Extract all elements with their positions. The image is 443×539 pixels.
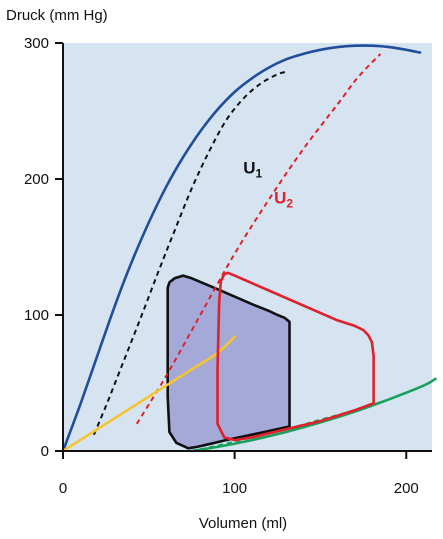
- y-tick-label: 200: [24, 171, 49, 188]
- axes-layer: [62, 43, 432, 452]
- x-tick-label: 0: [59, 480, 67, 497]
- y-tick-label: 0: [41, 443, 49, 460]
- series-yellow-curve: [61, 335, 236, 453]
- series-u1-line: [92, 70, 289, 436]
- y-axis-title: Druck (mm Hg): [6, 7, 108, 24]
- annotation-u1-main: U: [243, 159, 255, 178]
- series-isovolumetric-max: [61, 44, 422, 453]
- annotation-u2-sub: 2: [286, 196, 293, 210]
- annotation-u1-sub: 1: [255, 167, 262, 181]
- x-tick-label: 200: [394, 480, 419, 497]
- x-axis-title: Volumen (ml): [199, 515, 287, 532]
- ticks-layer: 0 100 200 0 100 200 300: [24, 35, 419, 497]
- annotation-u2-main: U: [274, 188, 286, 207]
- y-tick-label: 300: [24, 35, 49, 52]
- series-red-loop: [216, 271, 375, 442]
- y-tick-label: 100: [24, 307, 49, 324]
- annotation-u1: U1: [243, 159, 262, 181]
- series-layer: [61, 44, 437, 453]
- x-tick-label: 100: [222, 480, 247, 497]
- series-u2-line: [135, 53, 382, 425]
- annotation-u2: U2: [274, 188, 293, 210]
